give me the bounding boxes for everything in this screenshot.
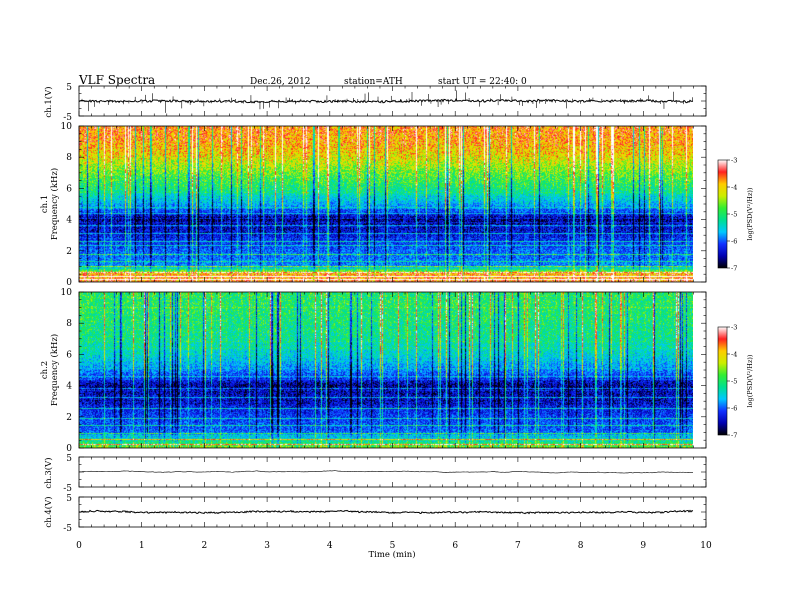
figure-station: station=ATH (344, 77, 403, 87)
ch1-spectrogram-ytick-label: 4 (66, 216, 72, 226)
figure-date: Dec.26, 2012 (250, 77, 311, 87)
ch1-spectrogram-ytick-labels: 0 2 4 6 8 10 (61, 122, 73, 288)
ch1-spectrogram-panel: 0 2 4 6 8 10 ch.1 Frequency (kHz) -3 -4 -5 -6 -7 l… (40, 122, 754, 288)
ch1-colorbar-gradient (717, 159, 728, 269)
ch1-colorbar-tick-label: -3 (731, 157, 737, 165)
ch2-colorbar-tick-label: -7 (731, 432, 737, 440)
ch4-waveform-line (78, 509, 694, 515)
figure-title: VLF Spectra (78, 73, 155, 87)
ch1-colorbar-tick-label: -7 (731, 265, 737, 273)
ch1-spectrogram-ytick-label: 6 (66, 184, 72, 194)
figure-start-time: start UT = 22:40: 0 (438, 77, 527, 87)
ch1-spectrogram-channel-label: ch.1 (40, 195, 50, 213)
x-axis-tick-label: 3 (264, 541, 270, 551)
ch4-ytick-top: 5 (66, 494, 72, 504)
ch2-spectrogram-channel-label: ch.2 (40, 361, 50, 379)
ch2-spectrogram-image (79, 292, 693, 448)
ch2-spectrogram-ytick-label: 8 (66, 319, 72, 329)
ch3-ytick-bottom: -5 (63, 484, 72, 494)
ch1-ytick-bottom: -5 (63, 113, 72, 123)
ch1-ytick-top: 5 (66, 83, 72, 93)
x-axis-tick-label: 8 (578, 541, 584, 551)
ch2-colorbar-label: log(PSD(V²/Hz)) (746, 354, 754, 407)
x-axis-tick-label: 10 (700, 541, 712, 551)
ch2-spectrogram-ytick-label: 10 (61, 288, 73, 298)
ch2-spectrogram-ticks (78, 291, 707, 449)
ch1-colorbar-label: log(PSD(V²/Hz)) (746, 187, 754, 240)
x-axis-tick-labels: 0 1 2 3 4 5 6 7 8 9 10 (76, 541, 712, 551)
ch1-waveform-trace (78, 90, 694, 113)
ch3-waveform-ticks (78, 456, 707, 488)
ch1-colorbar: -3 -4 -5 -6 -7 log(PSD(V²/Hz)) (717, 157, 754, 273)
ch3-ytick-top: 5 (66, 454, 72, 464)
ch1-spectrogram-ytick-label: 10 (61, 122, 73, 132)
x-axis-tick-label: 9 (640, 541, 646, 551)
x-axis-label: Time (min) (368, 549, 415, 560)
ch2-colorbar: -3 -4 -5 -6 -7 log(PSD(V²/Hz)) (717, 324, 754, 440)
ch3-waveform-trace (78, 470, 694, 474)
x-axis-tick-label: 6 (452, 541, 458, 551)
ch3-waveform-ylabel: ch.3(V) (43, 457, 54, 488)
ch2-colorbar-tick-label: -6 (731, 405, 737, 413)
ch1-waveform-ticks (78, 85, 707, 117)
ch2-spectrogram-ytick-label: 2 (66, 413, 72, 423)
ch2-colorbar-tick-label: -5 (731, 378, 737, 386)
ch1-spectrogram-ytick-label: 2 (66, 247, 72, 257)
ch1-spectrogram-ytick-label: 0 (66, 278, 72, 288)
ch3-waveform-line (78, 470, 694, 474)
ch2-spectrogram-panel: 0 2 4 6 8 10 ch.2 Frequency (kHz) -3 -4 -5 -6 -7 l… (40, 288, 754, 454)
x-axis-tick-label: 2 (202, 541, 208, 551)
ch2-spectrogram-ytick-label: 0 (66, 444, 72, 454)
ch4-waveform-panel: 5 -5 ch.4(V) (43, 494, 707, 534)
ch2-colorbar-tick-label: -4 (731, 351, 737, 359)
ch1-waveform-ylabel: ch.1(V) (43, 86, 54, 117)
ch2-colorbar-tick-label: -3 (731, 324, 737, 332)
ch2-spectrogram-ytick-label: 6 (66, 350, 72, 360)
ch2-spectrogram-ytick-label: 4 (66, 382, 72, 392)
ch3-waveform-panel: 5 -5 ch.3(V) (43, 454, 707, 494)
ch1-waveform-line (78, 98, 694, 104)
ch1-spectrogram-ylabel: Frequency (kHz) (49, 168, 60, 240)
ch4-waveform-trace (78, 509, 694, 515)
x-axis-tick-label: 1 (139, 541, 145, 551)
ch2-spectrogram-ytick-labels: 0 2 4 6 8 10 (61, 288, 73, 454)
x-axis-tick-label: 7 (515, 541, 521, 551)
ch1-waveform-panel: 5 -5 ch.1(V) (43, 83, 707, 123)
ch2-spectrogram-ylabel: Frequency (kHz) (49, 334, 60, 406)
x-axis-tick-label: 5 (390, 541, 396, 551)
ch1-colorbar-tick-label: -5 (731, 211, 737, 219)
ch1-colorbar-tick-label: -6 (731, 238, 737, 246)
ch4-waveform-ticks (78, 496, 707, 528)
x-axis-tick-label: 0 (76, 541, 82, 551)
ch4-ytick-bottom: -5 (63, 524, 72, 534)
ch1-colorbar-tick-label: -4 (731, 184, 737, 192)
ch1-spectrogram-ticks (78, 125, 707, 283)
ch1-spectrogram-ytick-label: 8 (66, 153, 72, 163)
x-axis-tick-label: 4 (327, 541, 333, 551)
ch4-waveform-ylabel: ch.4(V) (43, 496, 54, 527)
ch2-colorbar-gradient (717, 326, 728, 436)
ch1-spectrogram-image (79, 126, 693, 282)
